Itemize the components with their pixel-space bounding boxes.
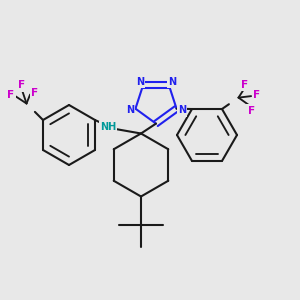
Text: N: N bbox=[136, 76, 144, 86]
Text: F: F bbox=[241, 80, 248, 90]
Text: NH: NH bbox=[100, 122, 116, 132]
Text: N: N bbox=[126, 105, 134, 115]
Text: F: F bbox=[248, 106, 255, 116]
Text: N: N bbox=[178, 105, 186, 115]
Text: F: F bbox=[18, 80, 25, 91]
Text: N: N bbox=[168, 76, 176, 86]
Text: F: F bbox=[253, 90, 260, 100]
Text: F: F bbox=[7, 90, 14, 100]
Text: F: F bbox=[31, 88, 38, 98]
